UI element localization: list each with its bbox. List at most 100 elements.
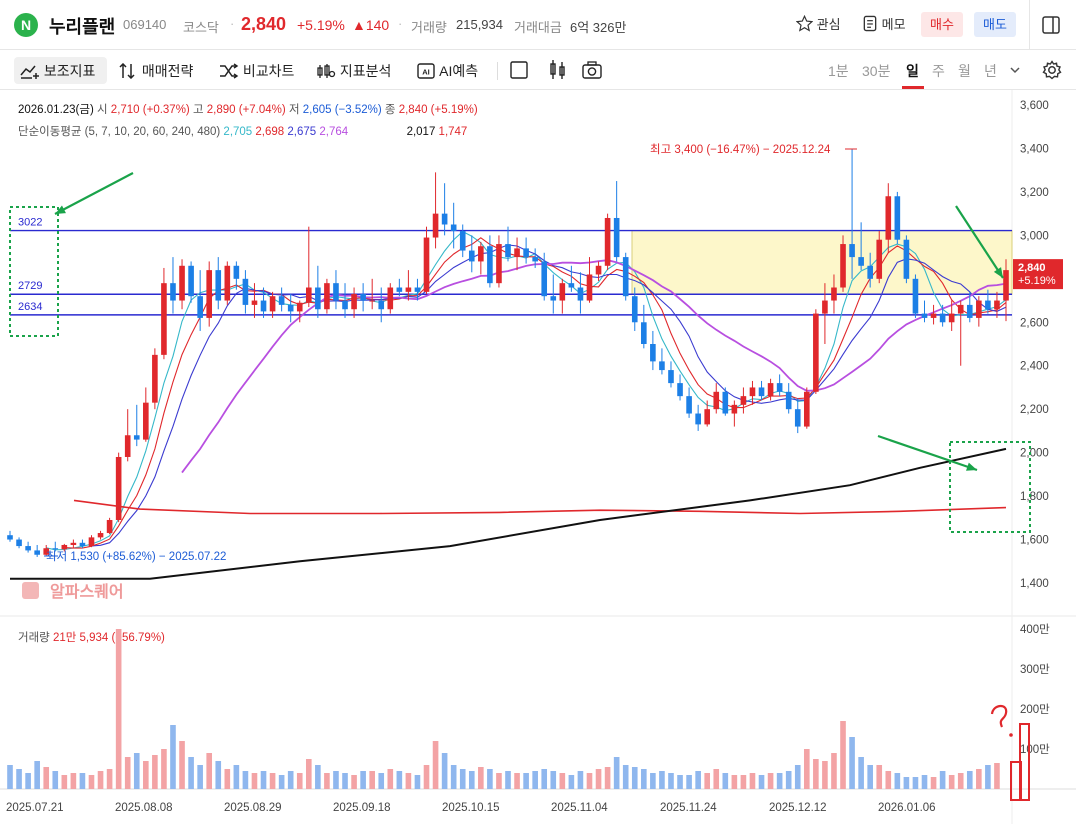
candle-body xyxy=(278,296,285,305)
candle-body xyxy=(650,344,656,362)
candle-body xyxy=(559,283,566,301)
volume-value: 215,934 xyxy=(456,17,503,32)
indicators-button[interactable]: 보조지표 xyxy=(20,61,95,81)
square-icon[interactable] xyxy=(509,60,529,80)
green-arrow xyxy=(955,205,1004,279)
chevron-down-icon[interactable] xyxy=(1009,64,1021,76)
dotted-marker-box xyxy=(949,441,1031,533)
volume-bar xyxy=(631,767,638,789)
candle-body xyxy=(776,383,783,392)
candle-body xyxy=(287,304,294,312)
panel-toggle-icon[interactable] xyxy=(1041,15,1061,35)
candle-body xyxy=(478,246,484,262)
period-1min[interactable]: 1분 xyxy=(828,63,849,79)
green-arrowhead xyxy=(966,462,977,471)
candle-body xyxy=(885,196,892,240)
candle-body xyxy=(496,244,502,284)
ma-value: 1,747 xyxy=(438,126,468,138)
change-percent: +5.19% xyxy=(297,17,345,33)
strategy-button[interactable]: 매매전략 xyxy=(118,61,193,81)
volume-bar xyxy=(161,749,167,789)
price-axis: 3,6003,4003,2003,0002,8002,6002,4002,200… xyxy=(1013,100,1063,590)
memo-button[interactable]: 메모 xyxy=(862,14,906,33)
ohlc-info: 2026.01.23(금) 시 2,710 (+0.37%) 고 2,890 (… xyxy=(18,101,478,117)
candle-body xyxy=(52,548,59,550)
period-day[interactable]: 일 xyxy=(906,63,919,79)
candle-body xyxy=(677,383,683,397)
candle-body xyxy=(432,213,439,238)
stock-code: 069140 xyxy=(123,17,167,32)
y-tick-label: 2,000 xyxy=(1020,448,1049,460)
y-tick-label: 2,400 xyxy=(1020,361,1049,373)
ai-forecast-button[interactable]: AI AI예측 xyxy=(416,61,478,81)
candle-body xyxy=(994,300,1000,310)
volume-bar xyxy=(604,767,611,789)
volume-bar xyxy=(939,771,946,789)
separator-dot: · xyxy=(230,16,235,31)
volume-bar xyxy=(7,765,13,789)
volume-bar xyxy=(378,773,385,789)
candle-body xyxy=(43,548,50,555)
volume-tick-label: 300만 xyxy=(1020,663,1050,676)
volume-bar xyxy=(876,765,883,789)
volume-bar xyxy=(496,773,502,789)
buy-button[interactable]: 매수 xyxy=(921,12,963,37)
ma-line-480 xyxy=(73,499,1007,515)
candle-body xyxy=(468,250,475,262)
period-month[interactable]: 월 xyxy=(958,63,971,79)
candle-body xyxy=(315,287,321,310)
current-price: 2,840 xyxy=(241,14,287,34)
question-mark xyxy=(990,704,1008,728)
volume-info-value: 21만 5,934 (+56.79%) xyxy=(52,632,165,644)
green-arrow xyxy=(877,434,978,472)
period-year[interactable]: 년 xyxy=(984,63,997,79)
candlestick-icon[interactable] xyxy=(548,59,568,81)
volume-bar xyxy=(767,773,774,789)
gear-icon[interactable] xyxy=(1041,59,1063,81)
volume-tick-label: 200만 xyxy=(1020,703,1050,716)
volume-bar xyxy=(722,773,729,789)
volume-bar xyxy=(568,775,575,789)
candle-body xyxy=(487,246,493,284)
candle-body xyxy=(25,546,31,551)
volume-bar xyxy=(948,775,955,789)
y-tick-label: 3,200 xyxy=(1020,187,1049,199)
watch-button[interactable]: 관심 xyxy=(795,14,841,33)
candle-body xyxy=(70,542,77,545)
volume-bar xyxy=(342,773,348,789)
volume-bar xyxy=(206,753,213,789)
compare-button[interactable]: 비교차트 xyxy=(219,61,294,81)
volume-bar xyxy=(197,765,203,789)
candle-body xyxy=(242,278,249,305)
volume-bar xyxy=(957,773,964,789)
horizontal-line-label: 2634 xyxy=(18,301,42,313)
volume-bar xyxy=(532,771,538,789)
open-value: 2,710 (+0.37%) xyxy=(110,104,190,116)
volume-bar xyxy=(885,771,892,789)
candle-body xyxy=(767,383,774,397)
compare-label: 비교차트 xyxy=(242,63,295,79)
candle-body xyxy=(106,519,113,534)
last-price-tag xyxy=(1013,259,1063,290)
volume-info: 거래량 21만 5,934 (+56.79%) xyxy=(18,629,165,645)
x-tick-label: 2025.11.24 xyxy=(660,802,717,814)
volume-bar xyxy=(396,771,403,789)
watch-label: 관심 xyxy=(816,17,841,32)
period-week[interactable]: 주 xyxy=(932,63,945,79)
support-resistance-zone: 3022 2729 2634 xyxy=(9,206,1013,337)
camera-icon[interactable] xyxy=(581,60,603,80)
volume-bar xyxy=(858,757,864,789)
analysis-button[interactable]: 지표분석 xyxy=(316,61,391,81)
candle-body xyxy=(858,257,864,266)
volume-bar xyxy=(840,721,846,789)
volume-bar xyxy=(559,773,566,789)
analysis-label: 지표분석 xyxy=(339,63,392,79)
last-pct-label: +5.19% xyxy=(1018,275,1056,287)
volume-bar xyxy=(785,771,792,789)
sell-button[interactable]: 매도 xyxy=(974,12,1016,37)
period-30min[interactable]: 30분 xyxy=(862,63,891,79)
stock-name: 누리플랜 xyxy=(49,17,116,37)
candle-body xyxy=(296,302,303,312)
volume-bar xyxy=(52,771,59,789)
